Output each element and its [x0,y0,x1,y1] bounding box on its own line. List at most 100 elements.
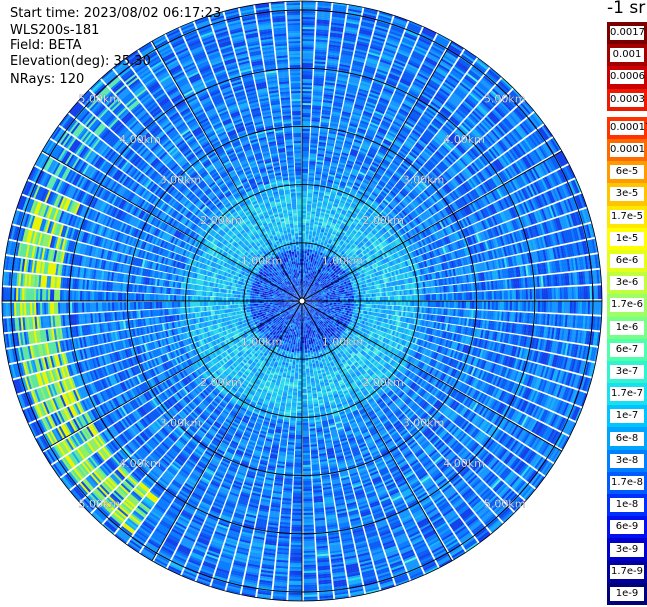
range-gate-cell [465,345,471,354]
range-gate-cell [403,301,407,306]
range-gate-cell [303,464,311,468]
range-gate-cell [472,367,478,377]
range-gate-cell [577,391,584,406]
range-gate-cell [439,330,443,338]
range-gate-cell [427,357,432,365]
range-gate-cell [464,326,469,335]
range-gate-cell [576,360,582,374]
range-gate-cell [538,365,544,377]
range-gate-cell [313,301,317,303]
range-gate-cell [294,452,302,456]
range-gate-cell [425,341,430,349]
range-gate-cell [292,508,302,512]
range-gate-cell [525,336,530,348]
range-gate-cell [347,308,350,311]
range-gate-cell [566,343,571,356]
range-gate-cell [302,314,304,318]
range-gate-cell [373,324,377,329]
range-gate-cell [461,353,466,362]
range-gate-cell [584,361,590,376]
range-gate-cell [302,440,310,444]
range-gate-cell [325,305,328,308]
range-gate-cell [430,359,436,367]
range-gate-cell [302,402,308,406]
range-gate-cell [397,338,402,344]
range-gate-cell [374,312,378,317]
range-gate-cell [330,308,334,311]
range-gate-cell [426,349,431,357]
range-gate-cell [313,302,316,304]
range-gate-cell [292,504,302,508]
range-gate-cell [452,325,457,333]
range-gate-cell [309,303,312,305]
range-gate-cell [385,323,390,329]
range-gate-cell [450,324,455,333]
range-gate-cell [456,334,461,342]
range-gate-cell [298,364,302,368]
range-gate-cell [304,346,308,350]
range-gate-cell [483,301,487,310]
range-gate-cell [364,329,368,334]
range-gate-cell [433,307,436,315]
range-gate-cell [499,321,504,332]
range-gate-cell [533,337,538,350]
range-gate-cell [576,330,581,344]
range-gate-cell [352,311,355,315]
range-gate-cell [505,356,511,367]
range-gate-cell [363,301,367,304]
range-gate-cell [344,310,348,313]
range-gate-cell [521,324,525,335]
range-gate-cell [294,466,302,470]
range-gate-cell [399,301,403,306]
range-gate-cell [305,360,309,364]
range-gate-cell [468,336,473,346]
range-gate-cell [515,301,519,311]
range-gate-cell [297,392,302,396]
range-gate-cell [294,458,302,462]
range-gate-cell [516,384,523,396]
backscatter-wedges [1,0,603,602]
range-gate-cell [305,324,308,327]
range-gate-cell [338,308,342,312]
range-gate-cell [302,432,310,436]
range-gate-cell [297,346,300,350]
range-gate-cell [422,348,428,355]
range-gate-cell [496,353,502,364]
range-gate-cell [293,472,302,476]
range-gate-cell [529,325,533,336]
range-gate-cell [345,315,348,318]
range-gate-cell [305,362,309,366]
range-gate-cell [559,301,563,313]
range-gate-cell [377,304,381,309]
range-gate-cell [333,311,337,314]
range-gate-cell [578,360,584,374]
range-gate-cell [327,312,330,315]
range-gate-cell [386,328,390,334]
range-gate-cell [317,303,320,305]
range-gate-cell [316,305,320,308]
range-gate-cell [442,347,447,355]
range-gate-cell [417,346,422,353]
range-gate-cell [384,314,388,319]
range-gate-cell [296,408,302,412]
range-gate-cell [298,332,301,336]
range-gate-cell [340,311,343,314]
range-gate-cell [539,326,543,338]
range-gate-cell [385,301,389,305]
range-gate-cell [302,400,308,404]
range-gate-cell [572,344,577,358]
range-gate-cell [400,345,405,352]
range-gate-cell [432,351,437,359]
range-gate-cell [302,386,307,390]
range-gate-cell [367,326,372,331]
range-gate-cell [451,333,455,341]
range-gate-cell [555,369,562,383]
range-gate-cell [551,354,557,367]
range-gate-cell [477,310,480,319]
range-gate-cell [590,362,596,377]
range-gate-cell [363,307,366,311]
range-gate-cell [331,305,334,308]
range-gate-cell [377,330,381,335]
range-gate-cell [549,397,557,411]
range-gate-cell [457,361,463,371]
